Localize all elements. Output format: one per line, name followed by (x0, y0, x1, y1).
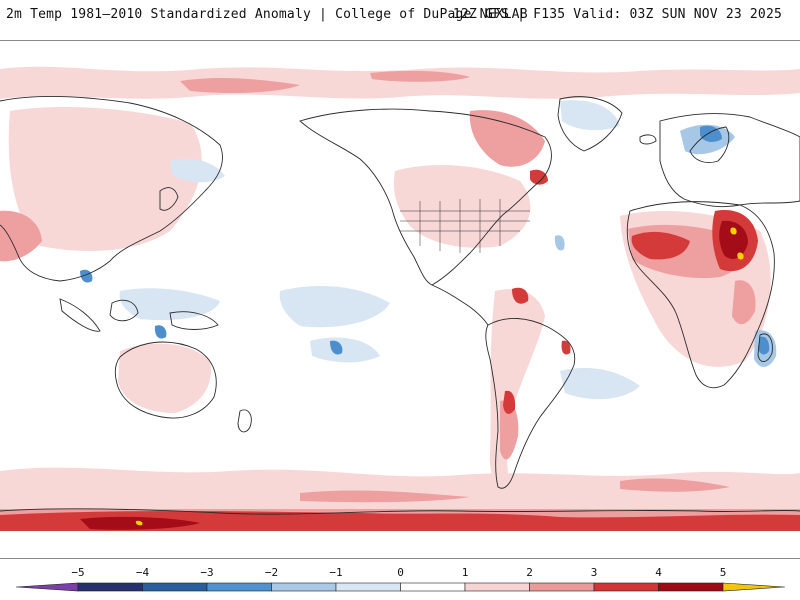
sahel-warm-strong (631, 231, 690, 260)
sudan-warm-extreme (719, 220, 748, 259)
anomaly-map (0, 41, 800, 559)
colorbar-tick-label: 5 (720, 566, 727, 579)
colorbar-segment (335, 582, 401, 592)
coastline-antarctica (0, 508, 800, 515)
colorbar-segment (271, 582, 337, 592)
east-africa-warm (732, 280, 756, 325)
arctic-warm-patch (180, 78, 300, 93)
coastline-new-zealand (237, 409, 252, 433)
colorbar-segment (400, 582, 466, 592)
japan-cool (170, 158, 225, 183)
maritime-cool-core (154, 325, 167, 339)
coastline-central-america (431, 284, 489, 326)
antarctic-yellow (135, 520, 143, 526)
southern-ocean-warm-mid (300, 490, 470, 503)
us-borders-hint (400, 199, 530, 253)
colorbar-segment-below-min (15, 582, 79, 592)
colorbar-tick-labels: −5 −4 −3 −2 −1 0 1 2 3 4 5 (71, 566, 726, 579)
pacific-cool-core (330, 340, 343, 355)
colorbar-tick-label: −5 (71, 566, 84, 579)
asia-warm (8, 107, 202, 251)
atlantic-cool (560, 367, 640, 400)
brazil-warm-strong (561, 340, 571, 355)
colorbar-tick-label: −4 (136, 566, 150, 579)
colorbar-segment-above-max (722, 582, 786, 592)
coastline-japan (159, 187, 179, 211)
colorbar-segment (529, 582, 595, 592)
greenland-cool (560, 100, 620, 131)
antarctic-warm-strong (0, 511, 800, 531)
coastline-asia (0, 96, 223, 282)
colorbar-tick-label: 3 (591, 566, 598, 579)
sudan-yellow-2 (737, 252, 744, 260)
patagonia-warm (500, 400, 519, 460)
australia-warm (118, 343, 211, 413)
colorbar: −5 −4 −3 −2 −1 0 1 2 3 4 5 (0, 560, 800, 600)
colorbar-segment (593, 582, 659, 592)
caribbean-cool (554, 235, 565, 251)
newfoundland-warm (530, 169, 548, 185)
coastline-africa (626, 201, 775, 389)
model-run-label: 12Z GFS | F135 Valid: 03Z SUN NOV 23 202… (452, 7, 782, 22)
coastline-south-america (485, 317, 576, 489)
colorbar-segment (464, 582, 530, 592)
south-asia-warm (0, 210, 42, 262)
coastline-scandinavia (689, 126, 730, 163)
maritime-cool (119, 288, 220, 321)
pacific-cool-1 (279, 285, 390, 328)
east-canada-warm (469, 110, 545, 167)
coastline-australia (114, 341, 217, 419)
map-title: 2m Temp 1981–2010 Standardized Anomaly |… (6, 7, 528, 22)
pacific-cool-2 (310, 337, 380, 363)
colorbar-tick-label: −2 (265, 566, 278, 579)
coastline-sumatra (59, 298, 101, 332)
coastline-europe (659, 113, 800, 208)
header-bar: 2m Temp 1981–2010 Standardized Anomaly |… (0, 0, 800, 41)
southern-ocean-warm (0, 467, 800, 511)
indonesia-cool-core (80, 269, 93, 283)
coastline-iceland (639, 134, 657, 145)
arctic-warm-patch-2 (370, 70, 470, 82)
coastline-new-guinea (169, 311, 219, 330)
north-america-warm (393, 165, 531, 248)
colorbar-tick-label: 4 (655, 566, 662, 579)
coastline-madagascar (757, 333, 773, 362)
coastline-greenland (557, 96, 623, 152)
colorbar-segment (77, 582, 143, 592)
colorbar-tick-label: 1 (462, 566, 469, 579)
colorbar-segment (658, 582, 724, 592)
colorbar-tick-label: 0 (397, 566, 404, 579)
amazon-warm-strong (512, 287, 529, 304)
madagascar-cool-core (758, 336, 770, 355)
colorbar-tick-label: −3 (200, 566, 213, 579)
coastline-north-america (299, 108, 552, 286)
colorbar-segment (206, 582, 272, 592)
patagonia-warm-strong (503, 390, 516, 414)
colorbar-tick-label: −1 (329, 566, 342, 579)
coastlines (0, 96, 800, 515)
colorbar-segments (15, 582, 786, 592)
coastline-borneo (109, 299, 139, 322)
sudan-yellow-1 (730, 227, 737, 235)
anomaly-shading (0, 66, 800, 531)
southern-ocean-warm-mid-2 (620, 478, 730, 492)
colorbar-tick-label: 2 (526, 566, 533, 579)
colorbar-segment (142, 582, 208, 592)
